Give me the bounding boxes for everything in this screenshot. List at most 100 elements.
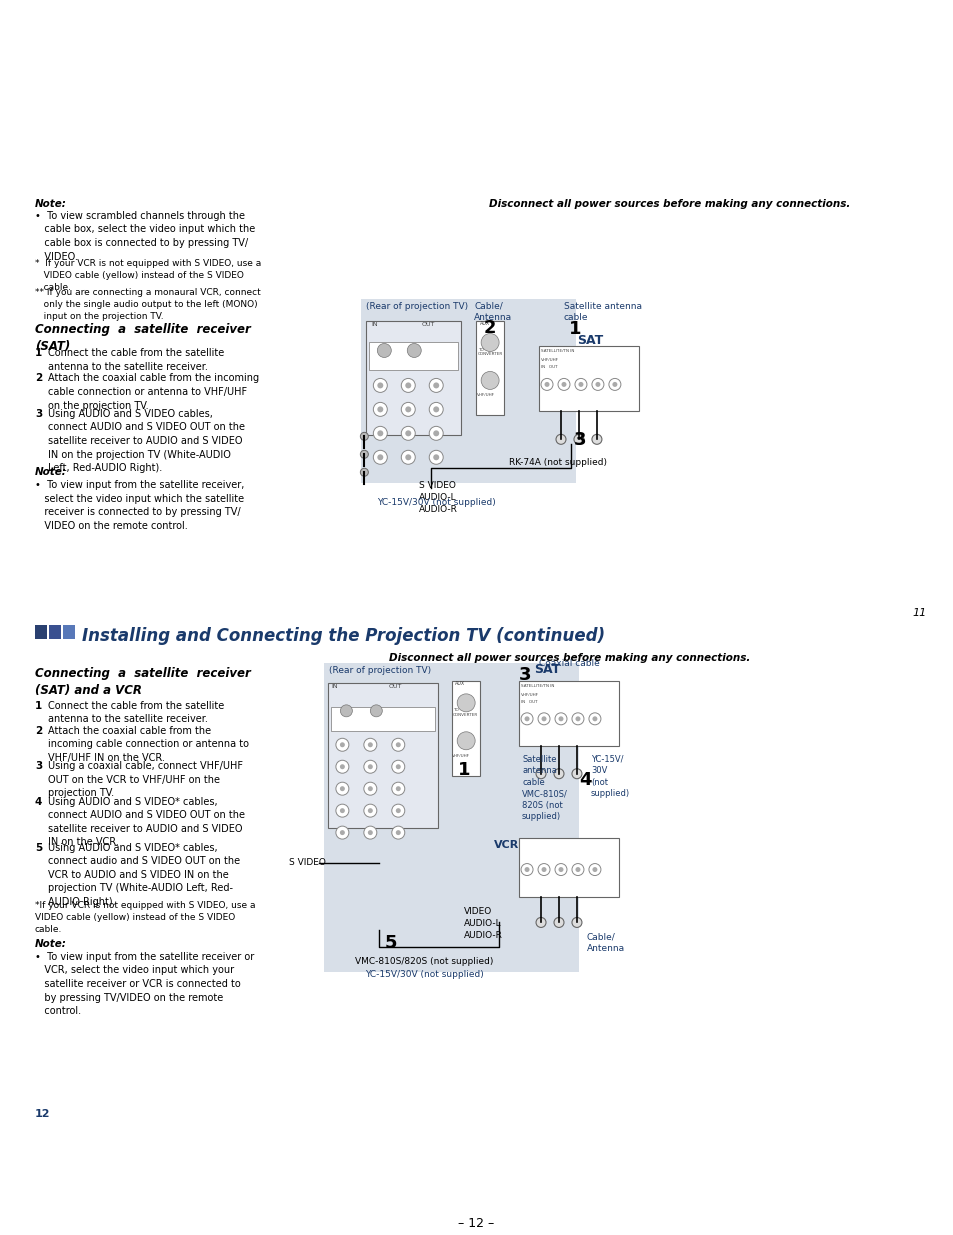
Circle shape — [339, 787, 345, 792]
Bar — [369, 342, 457, 370]
Circle shape — [363, 739, 376, 751]
Text: 4: 4 — [35, 797, 42, 806]
Circle shape — [520, 713, 533, 725]
Circle shape — [429, 378, 443, 393]
Circle shape — [433, 406, 438, 412]
Circle shape — [335, 804, 349, 818]
Text: Coaxial cable: Coaxial cable — [538, 659, 599, 668]
Text: SAT: SAT — [534, 663, 559, 676]
Circle shape — [558, 378, 569, 390]
Text: 4: 4 — [578, 771, 591, 789]
Text: 1: 1 — [35, 348, 42, 358]
Circle shape — [575, 867, 579, 872]
Circle shape — [363, 761, 376, 773]
Text: (Rear of projection TV): (Rear of projection TV) — [329, 666, 431, 674]
Text: OUT: OUT — [421, 321, 435, 326]
Circle shape — [524, 867, 529, 872]
Text: Satellite antenna
cable: Satellite antenna cable — [563, 301, 641, 321]
Circle shape — [572, 863, 583, 876]
Text: Connecting  a  satellite  receiver
(SAT): Connecting a satellite receiver (SAT) — [35, 322, 251, 352]
Bar — [518, 680, 618, 746]
Text: Connecting  a  satellite  receiver
(SAT) and a VCR: Connecting a satellite receiver (SAT) an… — [35, 667, 251, 697]
Bar — [518, 837, 618, 898]
Text: SATELLITE/TN IN: SATELLITE/TN IN — [520, 684, 554, 688]
Circle shape — [536, 768, 545, 779]
Circle shape — [373, 378, 387, 393]
Circle shape — [373, 451, 387, 464]
Text: OUT: OUT — [388, 684, 401, 689]
Circle shape — [392, 739, 404, 751]
Text: – 12 –: – 12 – — [457, 1216, 494, 1230]
Circle shape — [339, 808, 345, 813]
Bar — [324, 663, 578, 972]
Text: TO
CONVERTER: TO CONVERTER — [453, 708, 478, 716]
Bar — [476, 321, 503, 415]
Circle shape — [401, 426, 415, 441]
Text: VHF/UHF: VHF/UHF — [540, 358, 558, 362]
Circle shape — [363, 804, 376, 818]
Circle shape — [540, 378, 553, 390]
Circle shape — [401, 403, 415, 416]
Circle shape — [395, 830, 400, 835]
Text: VHF/UHF: VHF/UHF — [520, 693, 538, 697]
Text: (Rear of projection TV): (Rear of projection TV) — [366, 301, 468, 310]
Text: Using AUDIO and S VIDEO* cables,
connect audio and S VIDEO OUT on the
VCR to AUD: Using AUDIO and S VIDEO* cables, connect… — [48, 842, 240, 906]
Circle shape — [429, 426, 443, 441]
Circle shape — [368, 808, 373, 813]
Circle shape — [588, 713, 600, 725]
Text: VHF/UHF: VHF/UHF — [476, 394, 495, 398]
Text: SATELLITE/TN IN: SATELLITE/TN IN — [540, 350, 574, 353]
Circle shape — [395, 808, 400, 813]
Circle shape — [363, 826, 376, 839]
Text: *If your VCR is not equipped with S VIDEO, use a
VIDEO cable (yellow) instead of: *If your VCR is not equipped with S VIDE… — [35, 902, 255, 935]
Text: •  To view input from the satellite receiver,
   select the video input which th: • To view input from the satellite recei… — [35, 480, 244, 531]
Text: Using a coaxial cable, connect VHF/UHF
OUT on the VCR to VHF/UHF on the
projecti: Using a coaxial cable, connect VHF/UHF O… — [48, 761, 243, 799]
Text: YC-15V/30V (not supplied): YC-15V/30V (not supplied) — [376, 498, 495, 508]
Circle shape — [575, 716, 579, 721]
Text: 1: 1 — [568, 320, 581, 337]
Circle shape — [405, 383, 411, 389]
Circle shape — [360, 432, 368, 441]
Circle shape — [591, 435, 601, 445]
Circle shape — [401, 451, 415, 464]
Bar — [35, 625, 47, 638]
Circle shape — [368, 830, 373, 835]
Text: 5: 5 — [35, 842, 42, 852]
Text: Cable/
Antenna: Cable/ Antenna — [474, 301, 512, 321]
Text: IN   OUT: IN OUT — [520, 700, 537, 704]
Circle shape — [544, 382, 549, 387]
Circle shape — [363, 782, 376, 795]
Circle shape — [335, 826, 349, 839]
Text: Disconnect all power sources before making any connections.: Disconnect all power sources before maki… — [489, 199, 850, 209]
Circle shape — [592, 716, 597, 721]
Circle shape — [429, 451, 443, 464]
Circle shape — [360, 468, 368, 477]
Circle shape — [377, 406, 383, 412]
Circle shape — [588, 863, 600, 876]
Circle shape — [558, 867, 563, 872]
Circle shape — [373, 426, 387, 441]
Text: 2: 2 — [482, 319, 496, 336]
Circle shape — [433, 454, 438, 461]
Text: •  To view scrambled channels through the
   cable box, select the video input w: • To view scrambled channels through the… — [35, 211, 254, 262]
Circle shape — [395, 787, 400, 792]
Circle shape — [555, 713, 566, 725]
Text: •  To view input from the satellite receiver or
   VCR, select the video input w: • To view input from the satellite recei… — [35, 952, 253, 1016]
Text: YC-15V/
30V
(not
supplied): YC-15V/ 30V (not supplied) — [590, 755, 629, 798]
Circle shape — [392, 804, 404, 818]
Circle shape — [377, 430, 383, 436]
Text: VHF/UHF: VHF/UHF — [452, 753, 470, 758]
Bar — [366, 321, 460, 435]
Text: 3: 3 — [35, 409, 42, 419]
Circle shape — [395, 742, 400, 747]
Circle shape — [335, 761, 349, 773]
Circle shape — [554, 918, 563, 927]
Text: Connect the cable from the satellite
antenna to the satellite receiver.: Connect the cable from the satellite ant… — [48, 700, 224, 725]
Circle shape — [592, 867, 597, 872]
Text: Disconnect all power sources before making any connections.: Disconnect all power sources before maki… — [389, 653, 750, 663]
Text: Cable/
Antenna: Cable/ Antenna — [586, 932, 624, 952]
Circle shape — [541, 716, 546, 721]
Bar — [331, 706, 435, 731]
Text: Using AUDIO and S VIDEO* cables,
connect AUDIO and S VIDEO OUT on the
satellite : Using AUDIO and S VIDEO* cables, connect… — [48, 797, 245, 847]
Circle shape — [524, 716, 529, 721]
